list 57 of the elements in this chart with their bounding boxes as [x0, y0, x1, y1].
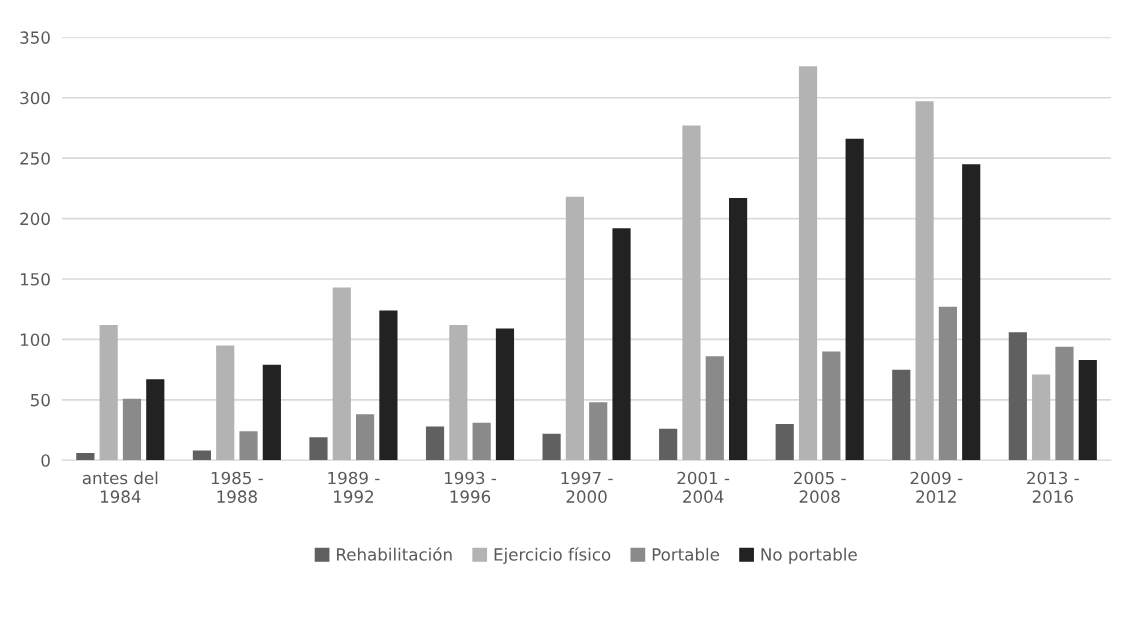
- y-tick-label: 200: [20, 212, 50, 226]
- bar: [798, 66, 818, 461]
- bar: [146, 379, 165, 461]
- bar: [775, 424, 794, 461]
- bar: [1032, 374, 1051, 461]
- bar: [659, 428, 678, 461]
- bar: [845, 138, 864, 461]
- bar: [938, 306, 957, 461]
- bar: [99, 324, 118, 461]
- y-tick-label: 100: [20, 333, 50, 346]
- y-tick-label: 300: [20, 91, 50, 105]
- bar: [332, 287, 351, 461]
- x-tick-label: 2013 - 2016: [1027, 471, 1079, 503]
- bar: [1078, 359, 1097, 461]
- y-tick-label: 150: [20, 272, 50, 286]
- y-tick-label: 50: [31, 393, 50, 407]
- x-tick-label: 1985 - 1988: [211, 471, 263, 503]
- y-tick-label: 350: [20, 31, 50, 44]
- bar: [239, 431, 258, 461]
- bar: [472, 422, 491, 461]
- x-tick-label: 1989 - 1992: [328, 471, 380, 503]
- x-tick-label: antes del 1984: [82, 471, 158, 503]
- bar: [262, 364, 281, 461]
- bar: [915, 101, 934, 461]
- bar: [962, 164, 981, 461]
- bar: [425, 426, 445, 461]
- bar: [1055, 346, 1074, 461]
- bar: [192, 450, 211, 461]
- bar: [379, 310, 398, 461]
- bar: [495, 328, 515, 461]
- bar: [589, 402, 608, 461]
- x-tick-label: 1993 - 1996: [444, 471, 497, 503]
- bar: [449, 324, 468, 461]
- bar: [76, 453, 95, 461]
- legend-label: Ejercicio físico: [494, 547, 611, 564]
- bar: [356, 414, 375, 461]
- x-tick-label: 2005 - 2008: [794, 471, 846, 503]
- legend-label: Rehabilitación: [337, 547, 452, 561]
- x-tick-label: 1997 - 2000: [561, 471, 613, 503]
- bar: [892, 369, 911, 461]
- x-tick-label: 2001 - 2004: [677, 471, 730, 503]
- bar: [542, 433, 561, 461]
- bar: [822, 351, 841, 461]
- legend-label: No portable: [761, 547, 857, 564]
- bar: [612, 228, 631, 461]
- bar: [309, 437, 328, 461]
- legend-label: Portable: [652, 547, 720, 561]
- y-tick-label: 0: [41, 454, 50, 467]
- bar: [682, 125, 701, 461]
- bar: [729, 198, 748, 461]
- x-tick-label: 2009 - 2012: [910, 471, 963, 503]
- bar: [565, 196, 584, 461]
- bar: [1008, 332, 1027, 461]
- bar: [705, 356, 724, 461]
- bar: [216, 345, 235, 461]
- bar: [122, 398, 142, 461]
- y-tick-label: 250: [20, 152, 50, 165]
